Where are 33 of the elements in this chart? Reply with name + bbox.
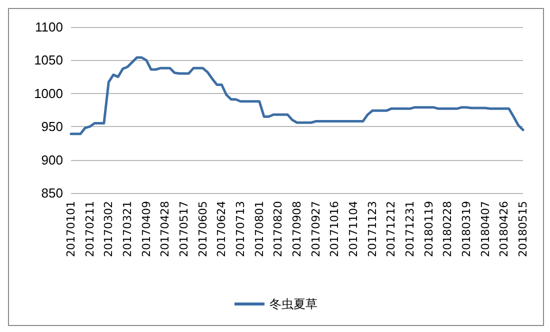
x-tick-label: 20170409 — [140, 201, 153, 257]
y-tick-label: 950 — [41, 119, 63, 134]
x-tick-label: 20171123 — [366, 201, 379, 257]
x-tick-label: 20180407 — [478, 201, 492, 257]
legend-label: 冬虫夏草 — [270, 297, 318, 311]
x-tick-label: 20170517 — [178, 201, 190, 257]
x-tick-label: 20170927 — [309, 201, 322, 257]
x-tick-label: 20171016 — [328, 201, 342, 257]
x-tick-label: 20170801 — [252, 201, 266, 257]
x-tick-label: 20170605 — [196, 201, 210, 257]
x-tick-label: 20170211 — [83, 201, 96, 257]
x-tick-label: 20171231 — [404, 201, 416, 257]
x-tick-label: 20170321 — [121, 201, 134, 257]
y-tick-label: 850 — [41, 186, 63, 200]
line-series — [70, 56, 524, 136]
x-tick-label: 20170428 — [158, 201, 172, 257]
x-tick-label: 20170713 — [234, 201, 247, 257]
x-tick-label: 20180515 — [516, 201, 530, 257]
x-tick-label: 20180119 — [422, 201, 436, 257]
x-tick-label: 20180426 — [498, 201, 511, 257]
x-tick-label: 20170908 — [290, 201, 304, 257]
x-tick-label: 20170101 — [64, 201, 78, 257]
y-tick-label: 1000 — [34, 86, 63, 101]
x-tick-label: 20171212 — [384, 201, 398, 257]
x-tick-label: 20170820 — [272, 201, 285, 257]
x-tick-label: 20180228 — [441, 201, 454, 257]
y-tick-label: 1050 — [34, 52, 63, 68]
y-tick-label: 1100 — [35, 20, 63, 34]
x-tick-label: 20171104 — [347, 201, 360, 257]
x-tick-label: 20170302 — [102, 201, 116, 257]
x-tick-label: 20170624 — [215, 201, 228, 257]
y-tick-label: 900 — [41, 152, 63, 168]
x-tick-label: 20180319 — [460, 201, 473, 257]
